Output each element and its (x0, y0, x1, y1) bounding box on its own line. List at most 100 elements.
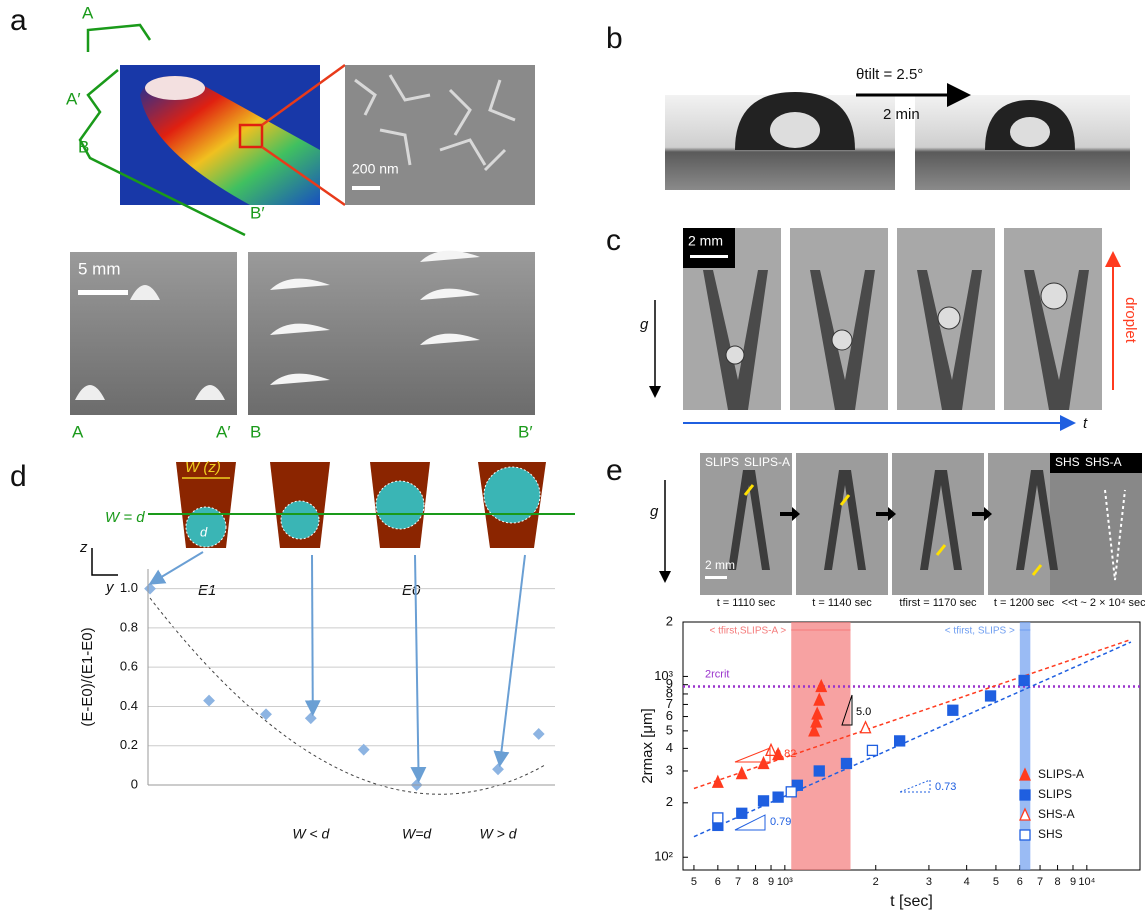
legend-label: SLIPS (1038, 787, 1072, 801)
slope-label: 0.73 (935, 781, 956, 793)
legend-label: SLIPS-A (1038, 767, 1084, 781)
data-point (493, 764, 503, 774)
x-tick-label: 10³ (777, 876, 793, 888)
x-tick-label: 9 (1070, 876, 1076, 888)
pointer-arrow (500, 555, 525, 763)
data-point (713, 813, 723, 823)
panel-a: 200 nm A A′ B B′ 5 mm A A′ B B′ (66, 3, 535, 441)
x-tick-label: W < d (292, 826, 330, 842)
legend-marker (1020, 830, 1030, 840)
band-label: < tfirst,SLIPS-A > (710, 626, 787, 637)
pointer-arrow (152, 552, 203, 583)
scale-label: 2 mm (705, 558, 735, 572)
data-point (759, 796, 769, 806)
data-point (986, 691, 996, 701)
photo (1050, 453, 1142, 595)
data-point (306, 713, 316, 723)
droplet (376, 481, 424, 529)
droplet-highlight (1010, 117, 1050, 147)
droplet (1041, 283, 1067, 309)
axes-icon (92, 548, 118, 575)
data-point (948, 705, 958, 715)
panel-label: a (10, 4, 27, 37)
x-tick-label: 7 (735, 876, 741, 888)
pointer-arrow (312, 555, 313, 712)
panel-label: d (10, 460, 27, 493)
x-tick-label: 5 (691, 876, 697, 888)
x-tick-label: 3 (926, 876, 932, 888)
y-tick-label: 10³ (654, 668, 673, 683)
slope-label: 5.0 (856, 706, 871, 718)
x-tick-label: 6 (1017, 876, 1023, 888)
ridge-tip (145, 76, 205, 100)
x-tick-label: 6 (715, 876, 721, 888)
energy-label: E0 (402, 582, 421, 599)
tilt-label: θtilt = 2.5° (856, 66, 923, 83)
y-tick-label: 0.8 (120, 619, 138, 634)
x-tick-label: 8 (753, 876, 759, 888)
time-label: t = 1140 sec (812, 597, 872, 609)
surface-label: SLIPS (705, 455, 739, 469)
scale-label: 200 nm (352, 161, 399, 177)
band-label: < tfirst, SLIPS > (945, 626, 1015, 637)
x-tick-label: 10⁴ (1078, 876, 1095, 888)
y-tick-label: 2 (666, 613, 673, 628)
droplet (832, 330, 852, 350)
sem-image (345, 65, 535, 205)
section-label: A′ (216, 422, 231, 441)
x-tick-label: 2 (873, 876, 879, 888)
legend-label: SHS-A (1038, 807, 1075, 821)
panel-e-images: SLIPS SLIPS-A g 2 mm SHS SHS-A t = 1110 … (650, 453, 1145, 609)
droplet (726, 346, 744, 364)
section-label: B′ (250, 203, 265, 222)
x-tick-label: 8 (1054, 876, 1060, 888)
x-tick-label: W=d (402, 826, 432, 842)
y-tick-label: 0.4 (120, 698, 138, 713)
axis-icon-label: y (105, 579, 115, 596)
data-point (534, 729, 544, 739)
surface-label: SHS-A (1085, 455, 1122, 469)
time-label: tfirst = 1170 sec (899, 597, 977, 609)
x-tick-label: 5 (993, 876, 999, 888)
section-label: A (72, 422, 84, 441)
figure: a b c d e 200 nm A A′ B B′ 5 mm A A′ B B… (0, 0, 1145, 912)
data-point (867, 745, 877, 755)
section-label: B′ (518, 422, 533, 441)
data-point (786, 787, 796, 797)
x-tick-label: 4 (964, 876, 970, 888)
y-axis-label: 2rmax [μm] (639, 708, 656, 783)
x-tick-label: 7 (1037, 876, 1043, 888)
gravity-label: g (650, 503, 659, 520)
droplet (281, 501, 319, 539)
y-tick-label: 3 (666, 762, 673, 777)
time-label: t = 1110 sec (717, 597, 776, 609)
critical-label: 2rcrit (705, 668, 729, 680)
slope-label: 0.79 (770, 816, 791, 828)
droplet (938, 307, 960, 329)
y-tick-label: 0.2 (120, 737, 138, 752)
photo (248, 252, 535, 415)
time-label: t (1083, 415, 1088, 432)
scale-bar (352, 186, 380, 190)
droplet-highlight (770, 112, 820, 148)
data-point (1019, 675, 1029, 685)
section-label: A′ (66, 89, 81, 108)
width-label: W (z) (185, 459, 221, 476)
energy-label: E1 (198, 582, 216, 599)
scale-label: 5 mm (78, 259, 121, 278)
scale-bar (78, 290, 128, 295)
panel-label: b (606, 22, 623, 55)
section-label: A (82, 3, 94, 22)
y-tick-label: 4 (666, 740, 673, 755)
scale-bar (705, 576, 727, 579)
y-tick-label: 2 (666, 794, 673, 809)
time-label: << (1062, 597, 1075, 609)
surface-label: SHS (1055, 455, 1080, 469)
x-tick-label: 9 (768, 876, 774, 888)
panel-d-images: W (z) W = d d z y E1 E0 (79, 459, 575, 794)
reference-label: W = d (105, 509, 145, 526)
panel-b: θtilt = 2.5° 2 min (665, 66, 1130, 190)
data-point (841, 758, 851, 768)
legend-marker (1020, 790, 1030, 800)
y-tick-label: 0.6 (120, 659, 138, 674)
